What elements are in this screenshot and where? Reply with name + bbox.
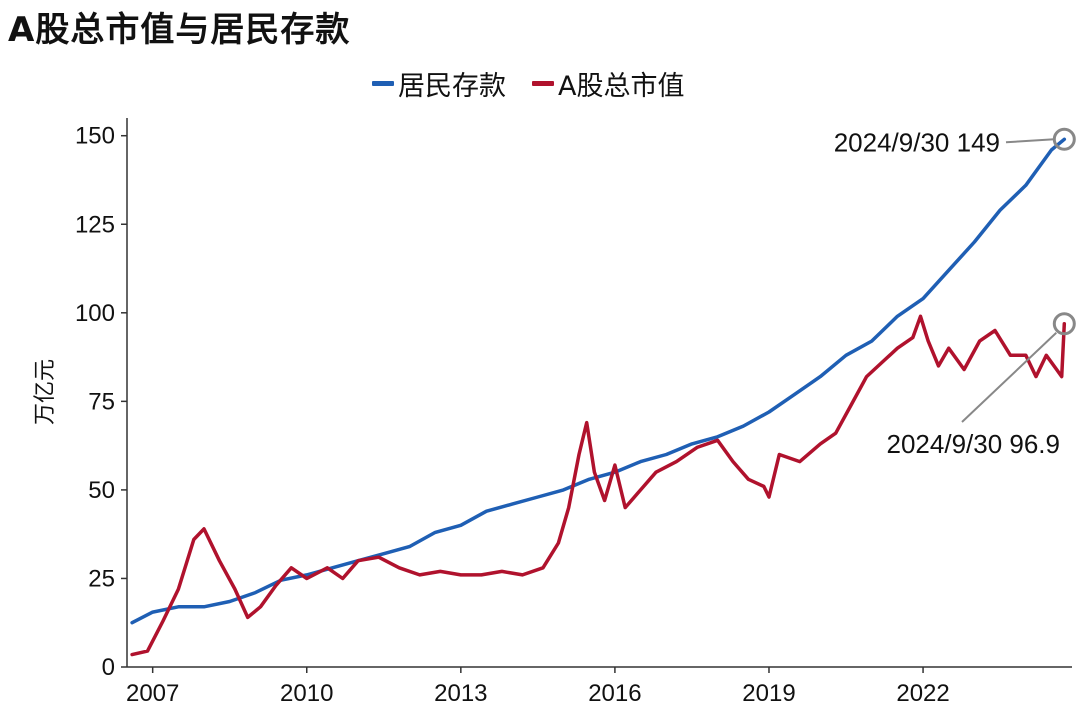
legend-label-market-cap: A股总市值 bbox=[558, 71, 685, 102]
y-tick-label: 125 bbox=[75, 211, 115, 238]
legend-swatch-market-cap bbox=[532, 81, 554, 86]
y-tick-label: 0 bbox=[102, 654, 115, 681]
series-line-market-cap bbox=[130, 314, 1067, 657]
legend: 居民存款 A股总市值 bbox=[372, 64, 710, 103]
annotation-label-market-cap: 2024/9/30 96.9 bbox=[887, 429, 1061, 459]
y-tick-label: 50 bbox=[88, 477, 115, 504]
x-tick-label: 2019 bbox=[742, 680, 795, 707]
y-tick-label: 150 bbox=[75, 123, 115, 150]
x-tick-label: 2016 bbox=[588, 680, 641, 707]
y-tick-label: 25 bbox=[88, 565, 115, 592]
series-line-deposits bbox=[130, 137, 1067, 625]
x-tick-label: 2022 bbox=[896, 680, 949, 707]
y-tick-label: 75 bbox=[88, 388, 115, 415]
chart-title: A股总市值与居民存款 bbox=[8, 10, 351, 50]
legend-item-deposits: 居民存款 bbox=[372, 64, 506, 103]
annotation-label-deposits: 2024/9/30 149 bbox=[834, 127, 1000, 157]
legend-item-market-cap: A股总市值 bbox=[532, 64, 684, 103]
annotation-marker-market-cap bbox=[1052, 312, 1076, 336]
y-tick-label: 100 bbox=[75, 300, 115, 327]
x-tick-label: 2010 bbox=[280, 680, 333, 707]
x-tick-label: 2007 bbox=[126, 680, 179, 707]
annotation-leader-deposits bbox=[1005, 138, 1055, 144]
annotation-leader-market-cap bbox=[961, 332, 1057, 423]
x-tick-label: 2013 bbox=[434, 680, 487, 707]
legend-swatch-deposits bbox=[372, 81, 394, 86]
legend-label-deposits: 居民存款 bbox=[398, 71, 506, 102]
